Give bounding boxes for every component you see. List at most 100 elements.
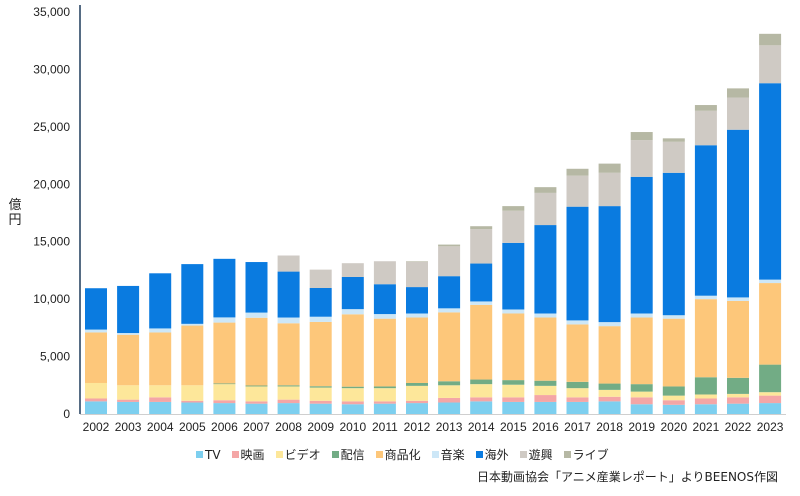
legend-swatch	[431, 451, 439, 458]
bar-segment	[373, 388, 396, 402]
bar-segment	[438, 276, 461, 309]
bar-segment	[309, 321, 332, 387]
bar-segment	[566, 168, 589, 176]
bar-segment	[341, 314, 364, 387]
bar-segment	[213, 383, 236, 385]
y-tick-label: 10,000	[33, 292, 70, 306]
y-tick-label: 30,000	[33, 62, 70, 76]
bar-segment	[245, 401, 268, 404]
bar-segment	[213, 400, 236, 404]
bar-segment	[309, 387, 332, 401]
bar-segment	[566, 324, 589, 382]
bar-segment	[181, 323, 204, 326]
bar-segment	[662, 395, 685, 401]
bar-segment	[181, 325, 204, 386]
legend-swatch	[231, 451, 239, 458]
bar-segment	[470, 379, 493, 385]
bar-segment	[534, 192, 557, 226]
x-tick-label: 2019	[628, 420, 655, 434]
y-axis-ticks: 0 5,000 10,000 15,000 20,000 25,000 30,000 35,0…	[33, 5, 70, 421]
bar-segment	[727, 300, 749, 378]
x-tick-label: 2013	[436, 420, 463, 434]
y-axis-label: 億円	[8, 198, 22, 228]
x-tick-label: 2012	[404, 420, 431, 434]
y-axis-label-text: 億円	[8, 198, 22, 228]
legend-item: ライブ	[563, 446, 609, 463]
bar-segment	[438, 308, 461, 313]
bar-segment	[566, 388, 589, 398]
bar-segment	[406, 382, 428, 386]
x-tick-label: 2021	[693, 420, 720, 434]
bar-segment	[759, 395, 782, 404]
x-tick-label: 2004	[147, 420, 174, 434]
bar-segment	[598, 172, 621, 207]
bar-segment	[630, 397, 653, 405]
bar-segment	[759, 403, 782, 414]
bar-segment	[277, 255, 300, 272]
legend-swatch	[375, 451, 383, 458]
bar-segment	[502, 380, 525, 385]
bar-segment	[406, 317, 428, 383]
bar-segment	[759, 45, 782, 84]
bar-segment	[759, 33, 782, 46]
y-tick-label: 0	[63, 407, 70, 421]
bar-segment	[662, 404, 685, 414]
bar-segment	[727, 97, 749, 130]
bar-segment	[117, 285, 140, 334]
legend-swatch	[331, 451, 339, 458]
bar-segment	[598, 163, 621, 173]
bar-segment	[181, 400, 204, 403]
bar-segment	[727, 129, 749, 298]
bar-segment	[117, 401, 140, 414]
x-tick-label: 2006	[211, 420, 238, 434]
bar-segment	[470, 226, 493, 230]
bar-segment	[373, 284, 396, 315]
bars-layer	[85, 33, 782, 414]
bar-segment	[438, 402, 461, 414]
bar-segment	[759, 392, 782, 396]
bar-segment	[759, 283, 782, 365]
bar-segment	[245, 385, 268, 387]
bar-segment	[181, 402, 204, 414]
bar-segment	[630, 140, 653, 177]
bar-segment	[213, 384, 236, 401]
bar-segment	[181, 264, 204, 324]
bar-segment	[373, 386, 396, 389]
bar-segment	[470, 263, 493, 302]
bar-segment	[213, 317, 236, 323]
x-tick-label: 2022	[725, 420, 752, 434]
bar-segment	[727, 393, 749, 398]
bar-segment	[309, 269, 332, 289]
bar-segment	[245, 262, 268, 313]
bar-segment	[438, 397, 461, 403]
y-tick-label: 20,000	[33, 177, 70, 191]
x-tick-label: 2009	[307, 420, 334, 434]
legend-item: ビデオ	[275, 446, 321, 463]
x-tick-label: 2010	[339, 420, 366, 434]
bar-segment	[373, 314, 396, 319]
legend-swatch	[196, 451, 203, 458]
bar-segment	[277, 323, 300, 386]
y-tick-label: 5,000	[40, 350, 70, 364]
x-tick-label: 2011	[372, 420, 398, 434]
bar-segment	[694, 145, 717, 296]
bar-segment	[566, 381, 589, 389]
bar-segment	[245, 386, 268, 402]
bar-segment	[406, 261, 428, 288]
bar-segment	[470, 401, 493, 414]
bar-segment	[694, 404, 717, 414]
legend-item: TV	[196, 446, 221, 463]
y-tick-label: 25,000	[33, 120, 70, 134]
bar-segment	[373, 261, 396, 285]
bar-segment	[245, 317, 268, 386]
bar-segment	[502, 210, 525, 243]
x-tick-label: 2007	[243, 420, 270, 434]
bar-segment	[406, 287, 428, 314]
bar-segment	[85, 329, 107, 333]
bar-segment	[245, 403, 268, 414]
bar-segment	[470, 229, 493, 264]
bar-segment	[341, 401, 364, 405]
bar-segment	[630, 317, 653, 385]
legend-label: 商品化	[384, 448, 421, 462]
